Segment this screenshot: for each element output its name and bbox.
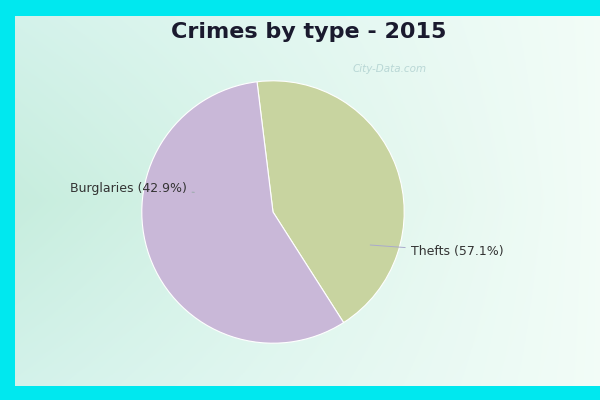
Wedge shape: [257, 81, 404, 322]
Text: City-Data.com: City-Data.com: [353, 64, 427, 74]
Wedge shape: [142, 82, 344, 343]
Text: Burglaries (42.9%): Burglaries (42.9%): [70, 182, 194, 195]
Text: Crimes by type - 2015: Crimes by type - 2015: [172, 22, 446, 42]
Text: Thefts (57.1%): Thefts (57.1%): [370, 245, 503, 258]
